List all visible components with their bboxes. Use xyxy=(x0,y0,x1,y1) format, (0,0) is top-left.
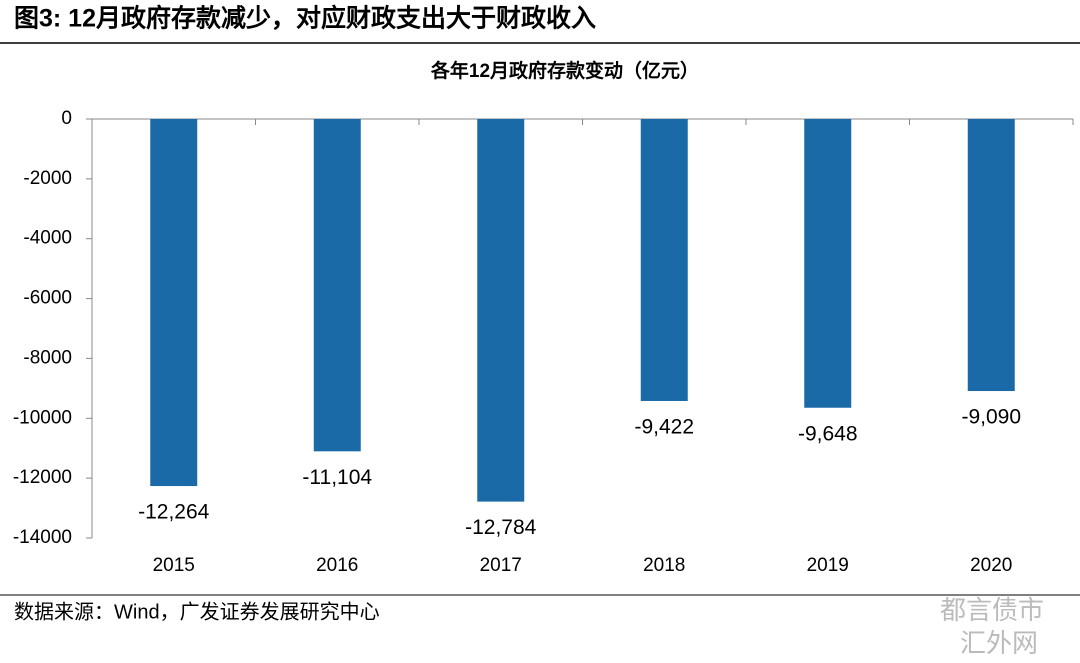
y-tick-label: 0 xyxy=(61,108,72,129)
y-tick-label: -14000 xyxy=(13,527,72,548)
bar xyxy=(150,119,198,487)
y-tick-label: -8000 xyxy=(23,347,72,368)
x-tick-label: 2020 xyxy=(970,555,1012,576)
y-tick-label: -10000 xyxy=(13,407,72,428)
x-tick-label: 2016 xyxy=(316,555,358,576)
value-label: -9,090 xyxy=(961,406,1021,429)
y-tick-label: -12000 xyxy=(13,467,72,488)
x-tick-label: 2015 xyxy=(153,555,195,576)
value-label: -11,104 xyxy=(302,466,372,489)
value-label: -12,784 xyxy=(465,516,537,539)
y-tick-label: -4000 xyxy=(23,228,72,249)
bar xyxy=(804,119,852,408)
x-tick-label: 2018 xyxy=(643,555,685,576)
figure-title: 图3: 12月政府存款减少，对应财政支出大于财政收入 xyxy=(14,4,596,33)
bar xyxy=(477,119,525,502)
value-label: -12,264 xyxy=(138,501,210,524)
bar xyxy=(313,119,361,452)
y-tick-label: -6000 xyxy=(23,288,72,309)
value-label: -9,648 xyxy=(798,422,858,445)
bar xyxy=(640,119,688,401)
value-label: -9,422 xyxy=(634,416,694,439)
y-tick-label: -2000 xyxy=(23,168,72,189)
source: 数据来源：Wind，广发证券发展研究中心 xyxy=(14,600,380,623)
watermark: 都言债市 xyxy=(940,595,1044,625)
watermark: 汇外网 xyxy=(960,628,1038,658)
x-tick-label: 2019 xyxy=(807,555,849,576)
chart-title: 各年12月政府存款变动（亿元） xyxy=(430,59,699,82)
x-tick-label: 2017 xyxy=(480,555,522,576)
bar xyxy=(967,119,1015,392)
